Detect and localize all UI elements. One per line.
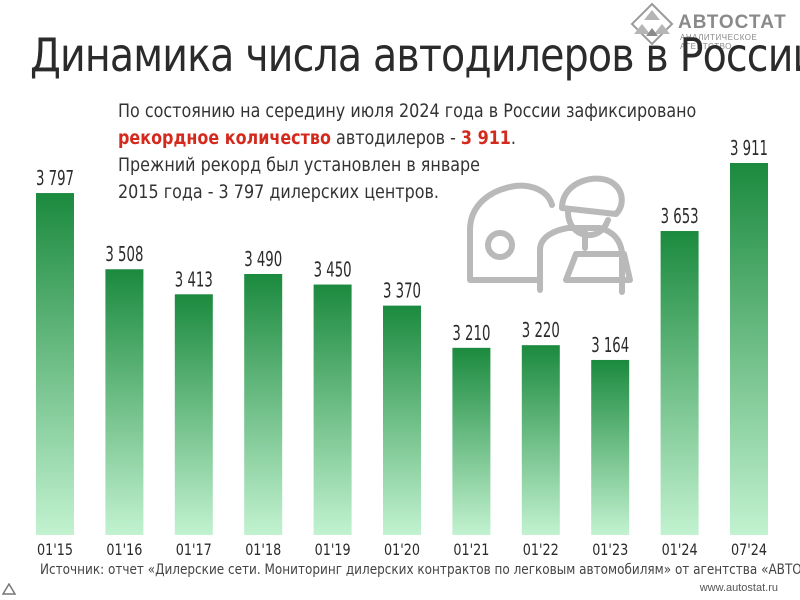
note-line-2: рекордное количество автодилеров - 3 911… [118, 125, 639, 152]
dealer-person-car-icon [467, 175, 633, 295]
bar-3 [244, 273, 283, 535]
value-label-8: 3 164 [591, 333, 629, 357]
source-note: Источник: отчет «Дилерские сети. Монитор… [40, 562, 800, 578]
note-record-value: 3 911 [460, 127, 511, 149]
value-label-6: 3 210 [452, 321, 490, 345]
x-tick-label-8: 01'23 [592, 540, 628, 559]
bar-5 [383, 305, 421, 535]
x-tick-label-1: 01'16 [106, 540, 142, 559]
note-line-2-text: автодилеров - [330, 127, 461, 149]
value-label-3: 3 490 [244, 247, 282, 271]
x-tick-label-0: 01'15 [37, 540, 73, 559]
bar-10 [730, 163, 768, 535]
note-line-4: 2015 года - 3 797 дилерских центров. [118, 181, 439, 203]
note-line-3: Прежний рекорд был установлен в январе [118, 154, 480, 176]
autostat-logo: АВТОСТАТ АНАЛИТИЧЕСКОЕ АГЕНТСТВО [628, 2, 798, 51]
bar-series: 3 797 01'15 3 508 01'16 3 413 01'17 3 490 01'18… [36, 136, 768, 559]
bar-9 [660, 231, 699, 535]
x-tick-label-3: 01'18 [245, 540, 281, 559]
bar-4 [313, 284, 352, 535]
logo-brand: АВТОСТАТ [678, 12, 787, 33]
x-tick-label-7: 01'22 [523, 540, 559, 559]
value-label-4: 3 450 [314, 258, 352, 282]
bar-2 [174, 294, 213, 535]
value-label-2: 3 413 [175, 267, 213, 291]
x-tick-label-4: 01'19 [315, 540, 351, 559]
value-label-7: 3 220 [522, 318, 560, 342]
x-tick-label-2: 01'17 [176, 540, 212, 559]
bar-7 [521, 345, 560, 535]
value-label-5: 3 370 [383, 279, 421, 303]
x-tick-label-6: 01'21 [453, 540, 489, 559]
website-link[interactable]: www.autostat.ru [699, 582, 778, 594]
note-text: По состоянию на середину июля 2024 года … [118, 98, 697, 206]
bar-8 [591, 359, 630, 535]
logo-subtitle: АНАЛИТИЧЕСКОЕ АГЕНТСТВО [680, 33, 758, 51]
triangle-mark-icon [2, 583, 16, 595]
bar-0 [36, 193, 74, 535]
x-tick-label-9: 01'24 [662, 540, 698, 559]
value-label-9: 3 653 [661, 204, 699, 228]
x-tick-label-10: 07'24 [731, 540, 767, 559]
bar-6 [452, 347, 491, 535]
autostat-diamond-logo-icon [630, 2, 674, 46]
x-tick-label-5: 01'20 [384, 540, 420, 559]
note-highlight: рекордное количество [118, 127, 331, 149]
value-label-0: 3 797 [36, 166, 74, 190]
note-line-1: По состоянию на середину июля 2024 года … [118, 100, 697, 122]
value-label-10: 3 911 [730, 136, 768, 160]
value-label-1: 3 508 [105, 242, 143, 266]
note-line-2-end: . [510, 127, 516, 149]
page-title: Динамика числа автодилеров в России [30, 28, 800, 82]
bar-1 [105, 269, 144, 535]
